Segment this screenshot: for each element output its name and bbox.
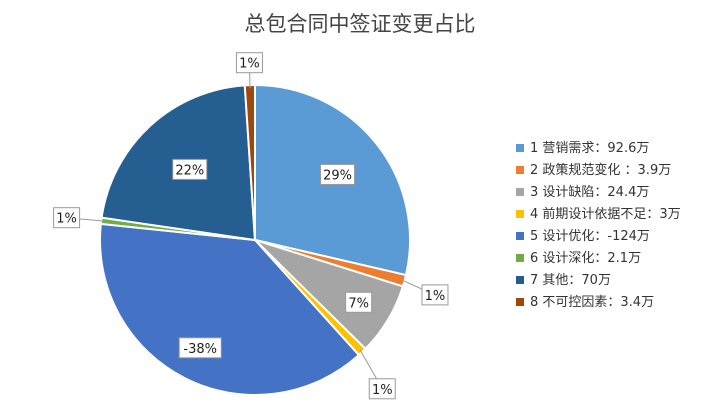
legend-label: 5 设计优化：-124万 (530, 229, 650, 244)
data-label-text: 29% (323, 168, 352, 183)
data-label: 22% (172, 158, 208, 180)
legend-item: 7 其他：70万 (516, 273, 611, 288)
data-label: 1% (235, 52, 263, 89)
data-label-box (421, 284, 449, 306)
legend-swatch (516, 188, 524, 196)
pie-slices (99, 83, 411, 396)
data-label-text: 1% (239, 57, 260, 72)
data-label-box (368, 378, 396, 400)
data-label-text: 1% (372, 383, 393, 398)
legend-swatch (516, 144, 524, 152)
chart-legend: 1 营销需求：92.6万 2 政策规范变化 ：3.9万 3 设计缺陷：24.4万 4 … (516, 141, 681, 310)
legend-item: 5 设计优化：-124万 (516, 229, 650, 244)
data-label-box (172, 158, 208, 180)
data-label: 29% (320, 163, 356, 185)
data-label: 1% (53, 207, 105, 229)
legend-swatch (516, 298, 524, 306)
legend-label: 3 设计缺陷：24.4万 (530, 185, 649, 200)
data-label: 1% (401, 279, 449, 306)
data-labels: 29% 1% 7% 1% -38% 1% 22% 1% (53, 52, 449, 400)
data-label-box (53, 207, 81, 229)
legend-item: 1 营销需求：92.6万 (516, 141, 649, 156)
data-label-text: -38% (183, 342, 217, 357)
legend-swatch (516, 276, 524, 284)
legend-swatch (516, 232, 524, 240)
legend-item: 2 政策规范变化 ：3.9万 (516, 162, 671, 178)
legend-swatch (516, 254, 524, 262)
legend-label: 4 前期设计依据不足：3万 (530, 206, 681, 222)
legend-item: 8 不可控因素：3.4万 (516, 295, 654, 310)
legend-label: 1 营销需求：92.6万 (530, 141, 649, 156)
legend-swatch (516, 166, 524, 174)
data-label-text: 7% (348, 296, 369, 311)
data-label: -38% (178, 337, 222, 359)
legend-item: 4 前期设计依据不足：3万 (516, 206, 681, 222)
data-label: 7% (345, 291, 373, 313)
legend-label: 2 政策规范变化 ：3.9万 (530, 162, 671, 178)
legend-label: 7 其他：70万 (530, 273, 611, 288)
data-label-box (235, 52, 263, 74)
data-label-text: 1% (56, 212, 77, 227)
legend-label: 8 不可控因素：3.4万 (530, 295, 654, 310)
legend-label: 6 设计深化：2.1万 (530, 251, 641, 266)
pie-slice (99, 222, 361, 396)
data-label-box (320, 163, 356, 185)
legend-item: 6 设计深化：2.1万 (516, 251, 641, 266)
data-label-text: 22% (175, 163, 204, 178)
data-label: 1% (359, 349, 396, 400)
data-label-box (178, 337, 222, 359)
data-label-box (345, 291, 373, 313)
legend-swatch (516, 210, 524, 218)
legend-item: 3 设计缺陷：24.4万 (516, 185, 649, 200)
data-label-text: 1% (425, 289, 446, 304)
chart-title: 总包合同中签证变更占比 (245, 12, 476, 36)
